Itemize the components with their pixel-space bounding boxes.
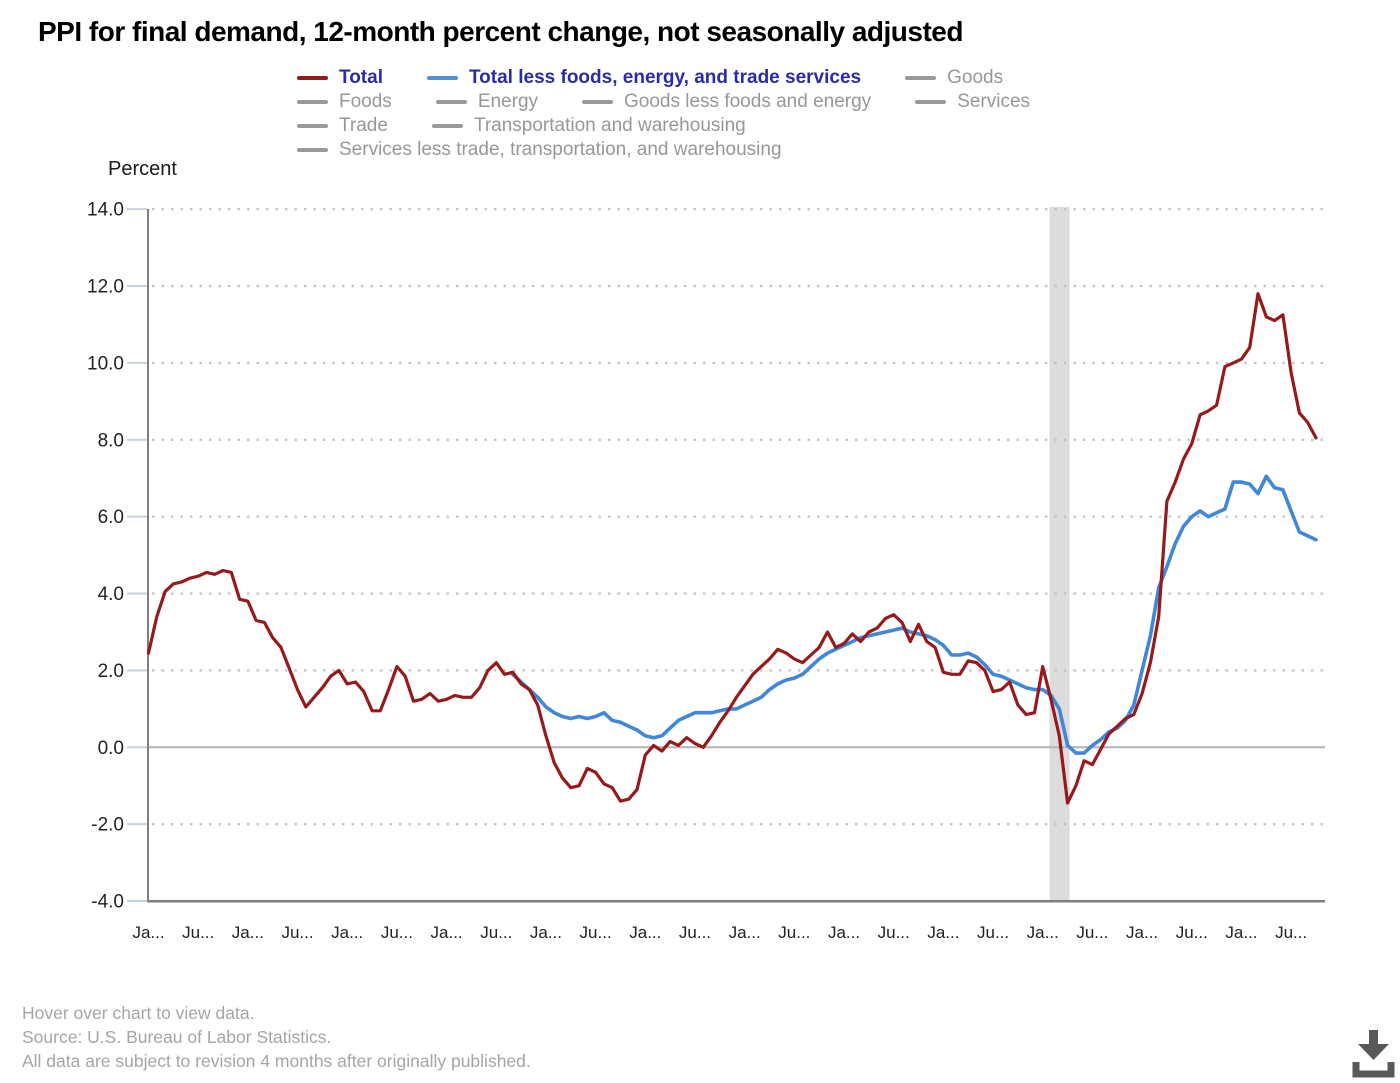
legend-item-label: Foods (339, 91, 392, 112)
legend-swatch (905, 76, 937, 80)
x-axis-label: Ja... (927, 923, 959, 942)
x-axis-label: Ju... (381, 923, 413, 942)
x-axis-label: Ju... (977, 923, 1009, 942)
x-axis-label: Ja... (1126, 923, 1158, 942)
legend-item-total[interactable]: Total (297, 66, 383, 90)
legend-swatch (426, 76, 458, 80)
legend-swatch (297, 100, 328, 104)
y-axis-label: 14.0 (87, 200, 124, 221)
legend-row: Foods Energy Goods less foods and energy Se… (297, 90, 1030, 114)
x-axis-label: Ju... (281, 923, 313, 942)
y-axis-label: 4.0 (98, 584, 124, 605)
chart-title: PPI for final demand, 12-month percent c… (38, 16, 963, 47)
legend-swatch (297, 76, 328, 80)
y-axis-label: 2.0 (98, 661, 124, 682)
legend-item-trade[interactable]: Trade (297, 114, 388, 138)
legend-item-label: Transportation and warehousing (473, 115, 746, 136)
x-axis-label: Ja... (1225, 923, 1257, 942)
x-axis-label: Ja... (431, 923, 463, 942)
x-axis-label: Ju... (580, 923, 612, 942)
y-axis-label: 12.0 (87, 277, 124, 298)
legend-swatch (435, 100, 467, 104)
x-axis-label: Ja... (530, 923, 562, 942)
legend-item-label: Goods (947, 67, 1004, 88)
y-axis-label: 10.0 (87, 353, 124, 374)
x-axis-label: Ja... (331, 923, 363, 942)
legend-item-label: Total less foods, energy, and trade serv… (468, 67, 862, 88)
source-note: Source: U.S. Bureau of Labor Statistics. (22, 1027, 332, 1047)
legend-item-label: Total (339, 67, 383, 88)
download-button[interactable] (1344, 1024, 1400, 1080)
x-axis-label: Ju... (480, 923, 512, 942)
x-axis-label: Ju... (1275, 923, 1307, 942)
legend-item-transportation-and-warehousing[interactable]: Transportation and warehousing (431, 114, 746, 138)
legend-item-goods[interactable]: Goods (905, 66, 1003, 90)
legend-item-total-less-foods-energy-and-trade-services[interactable]: Total less foods, energy, and trade serv… (426, 66, 862, 90)
legend-swatch (431, 124, 463, 128)
legend-item-label: Services less trade, transportation, and… (339, 139, 782, 160)
legend-swatch (582, 100, 614, 104)
legend-swatch (297, 148, 328, 152)
x-axis-label: Ju... (778, 923, 810, 942)
legend-item-label: Goods less foods and energy (624, 91, 872, 112)
x-axis-label: Ja... (729, 923, 761, 942)
y-axis-label: 0.0 (98, 738, 124, 759)
legend-item-services[interactable]: Services (915, 90, 1030, 114)
legend-item-goods-less-foods-and-energy[interactable]: Goods less foods and energy (582, 90, 871, 114)
x-axis-label: Ja... (232, 923, 264, 942)
revision-note: All data are subject to revision 4 month… (22, 1051, 531, 1071)
download-icon (1352, 1030, 1395, 1078)
legend-item-label: Trade (339, 115, 388, 136)
x-axis-label: Ju... (182, 923, 214, 942)
y-axis-label: -2.0 (91, 815, 124, 836)
y-axis-label: 8.0 (98, 430, 124, 451)
x-axis-label: Ja... (1027, 923, 1059, 942)
legend-item-label: Energy (477, 91, 539, 112)
x-axis-label: Ja... (828, 923, 860, 942)
chart-legend: Total Total less foods, energy, and trade… (297, 66, 1030, 162)
legend-item-label: Services (957, 91, 1031, 112)
x-axis-label: Ju... (1076, 923, 1108, 942)
legend-row: Trade Transportation and warehousing (297, 114, 1030, 138)
x-axis-label: Ja... (132, 923, 164, 942)
legend-item-services-less-trade-transportation-and-warehousing[interactable]: Services less trade, transportation, and… (297, 138, 782, 162)
legend-item-energy[interactable]: Energy (435, 90, 539, 114)
legend-swatch (297, 124, 328, 128)
y-axis-label: 6.0 (98, 507, 124, 528)
legend-row: Total Total less foods, energy, and trade… (297, 66, 1030, 90)
x-axis-label: Ju... (878, 923, 910, 942)
chart-footnotes: Hover over chart to view data. Source: U… (22, 1001, 531, 1073)
series-line-total[interactable] (146, 292, 1318, 805)
legend-row: Services less trade, transportation, and… (297, 138, 1030, 162)
x-axis-label: Ja... (629, 923, 661, 942)
hover-hint: Hover over chart to view data. (22, 1003, 255, 1023)
x-axis-label: Ju... (1176, 923, 1208, 942)
y-axis-title: Percent (108, 158, 177, 180)
y-axis-label: -4.0 (91, 892, 124, 913)
legend-swatch (915, 100, 947, 104)
x-axis-label: Ju... (679, 923, 711, 942)
legend-item-foods[interactable]: Foods (297, 90, 392, 114)
